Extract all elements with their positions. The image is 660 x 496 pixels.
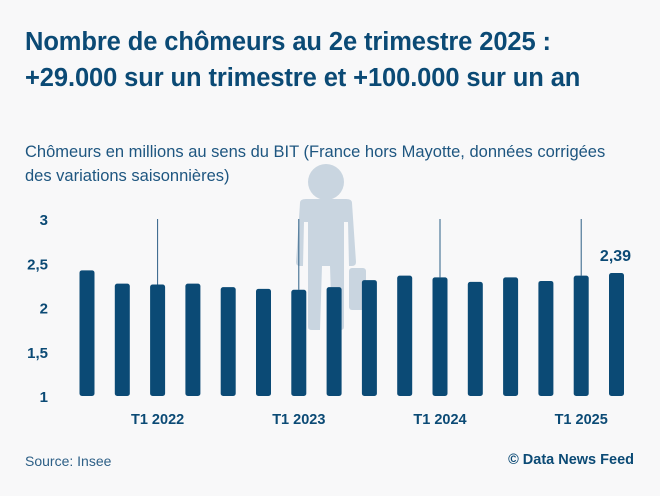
chart-title: Nombre de chômeurs au 2e trimestre 2025 … <box>25 28 581 92</box>
bar <box>291 289 307 396</box>
bar <box>326 287 342 396</box>
bar <box>220 287 236 396</box>
bar <box>361 280 377 396</box>
y-tick-label: 2,5 <box>27 256 48 273</box>
source-note: Source: Insee <box>25 453 112 469</box>
y-tick-label: 3 <box>40 212 48 229</box>
bar <box>150 284 166 396</box>
bar <box>79 270 95 396</box>
x-tick-label: T1 2024 <box>413 412 466 428</box>
data-label: 2,39 <box>600 248 631 265</box>
chart-subtitle: Chômeurs en millions au sens du BIT (Fra… <box>25 143 606 185</box>
bar <box>538 280 554 396</box>
credit: © Data News Feed <box>508 452 634 468</box>
bar <box>397 275 413 396</box>
x-tick-label: T1 2022 <box>131 412 184 428</box>
bar <box>432 277 448 396</box>
bar <box>609 272 624 396</box>
y-tick-label: 1,5 <box>27 345 48 362</box>
bar <box>467 281 483 396</box>
y-tick-label: 2 <box>40 301 48 318</box>
y-tick-label: 1 <box>40 389 48 406</box>
bar <box>114 283 130 396</box>
bar <box>573 275 589 396</box>
bar <box>256 288 271 396</box>
x-tick-label: T1 2023 <box>272 412 325 428</box>
x-tick-label: T1 2025 <box>555 412 608 428</box>
bar <box>503 277 519 396</box>
bar <box>185 283 201 396</box>
